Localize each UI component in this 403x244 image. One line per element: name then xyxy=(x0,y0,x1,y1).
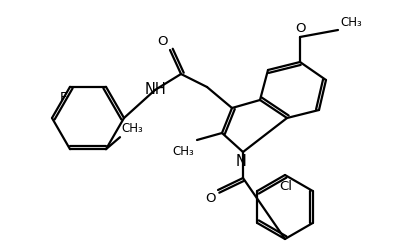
Text: N: N xyxy=(236,154,247,169)
Text: CH₃: CH₃ xyxy=(340,16,362,29)
Text: NH: NH xyxy=(144,82,166,98)
Text: O: O xyxy=(206,192,216,205)
Text: CH₃: CH₃ xyxy=(121,122,143,135)
Text: Cl: Cl xyxy=(280,180,293,193)
Text: CH₃: CH₃ xyxy=(172,145,194,158)
Text: F: F xyxy=(60,91,67,104)
Text: O: O xyxy=(295,22,305,35)
Text: O: O xyxy=(158,35,168,48)
